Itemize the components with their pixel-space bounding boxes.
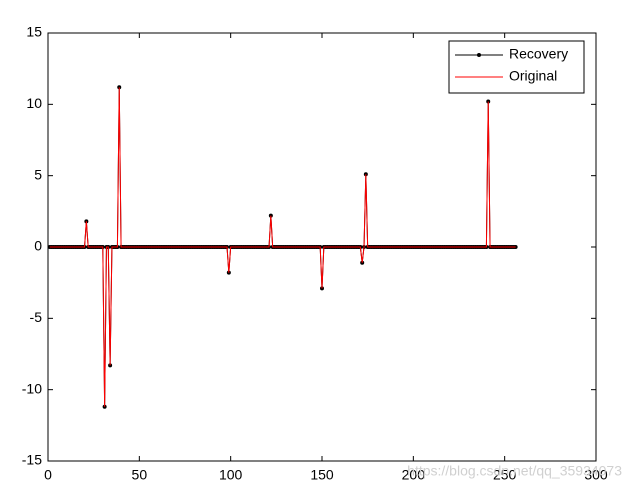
y-tick-label: -15 [22,452,42,468]
x-tick-label: 50 [132,467,148,483]
y-tick-label: 15 [26,24,42,40]
x-tick-label: 200 [402,467,426,483]
x-tick-label: 100 [219,467,243,483]
legend-marker [477,53,481,57]
y-tick-label: -10 [22,380,42,396]
axes-box [47,32,597,462]
watermark: https://blog.csdn.net/qq_35934073 [407,463,622,479]
legend-label: Recovery [509,46,568,62]
legend-label: Original [509,68,557,84]
x-tick-label: 250 [493,467,517,483]
series-line [49,87,516,407]
y-tick-label: 0 [34,238,42,254]
x-tick-label: 150 [310,467,334,483]
x-tick-label: 0 [44,467,52,483]
y-tick-label: 5 [34,166,42,182]
legend-box [448,40,585,94]
y-tick-label: 10 [26,95,42,111]
y-tick-label: -5 [30,309,43,325]
x-tick-label: 300 [584,467,608,483]
